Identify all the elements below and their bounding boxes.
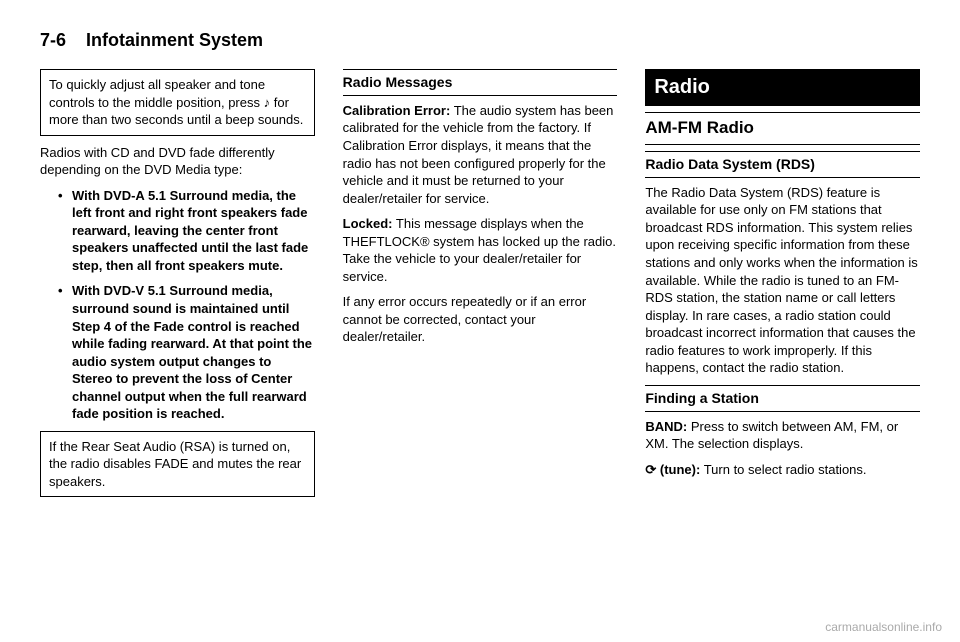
tune-term: (tune): bbox=[660, 462, 700, 477]
calibration-error-term: Calibration Error: bbox=[343, 103, 451, 118]
fade-intro: Radios with CD and DVD fade differently … bbox=[40, 144, 315, 179]
tip1-text-a: To quickly adjust all speaker and tone c… bbox=[49, 77, 265, 110]
page-header: 7-6 Infotainment System bbox=[40, 30, 920, 51]
locked-term: Locked: bbox=[343, 216, 393, 231]
column-2: Radio Messages Calibration Error: The au… bbox=[343, 69, 618, 505]
content-columns: To quickly adjust all speaker and tone c… bbox=[40, 69, 920, 505]
column-3: Radio AM-FM Radio Radio Data System (RDS… bbox=[645, 69, 920, 505]
locked-para: Locked: This message displays when the T… bbox=[343, 215, 618, 285]
amfm-heading: AM-FM Radio bbox=[645, 112, 920, 145]
tip-box-2: If the Rear Seat Audio (RSA) is turned o… bbox=[40, 431, 315, 498]
finding-station-heading: Finding a Station bbox=[645, 385, 920, 412]
rds-heading: Radio Data System (RDS) bbox=[645, 151, 920, 178]
band-term: BAND: bbox=[645, 419, 687, 434]
error-contact-para: If any error occurs repeatedly or if an … bbox=[343, 293, 618, 346]
tune-icon: ⟳ bbox=[645, 461, 656, 479]
tune-para: ⟳ (tune): Turn to select radio stations. bbox=[645, 461, 920, 479]
rds-body: The Radio Data System (RDS) feature is a… bbox=[645, 184, 920, 377]
column-1: To quickly adjust all speaker and tone c… bbox=[40, 69, 315, 505]
radio-heading: Radio bbox=[645, 69, 920, 106]
tip-box-1: To quickly adjust all speaker and tone c… bbox=[40, 69, 315, 136]
calibration-error-body: The audio system has been calibrated for… bbox=[343, 103, 614, 206]
page-number: 7-6 bbox=[40, 30, 66, 50]
tune-body: Turn to select radio stations. bbox=[704, 462, 867, 477]
bullet-dvda: With DVD-A 5.1 Surround media, the left … bbox=[58, 187, 315, 275]
fade-bullet-list: With DVD-A 5.1 Surround media, the left … bbox=[40, 187, 315, 423]
band-para: BAND: Press to switch between AM, FM, or… bbox=[645, 418, 920, 453]
calibration-error-para: Calibration Error: The audio system has … bbox=[343, 102, 618, 207]
rsa-note: If the Rear Seat Audio (RSA) is turned o… bbox=[49, 439, 301, 489]
radio-messages-heading: Radio Messages bbox=[343, 69, 618, 96]
bullet-dvdv: With DVD-V 5.1 Surround media, surround … bbox=[58, 282, 315, 422]
section-title: Infotainment System bbox=[86, 30, 263, 50]
watermark: carmanualsonline.info bbox=[825, 620, 942, 634]
